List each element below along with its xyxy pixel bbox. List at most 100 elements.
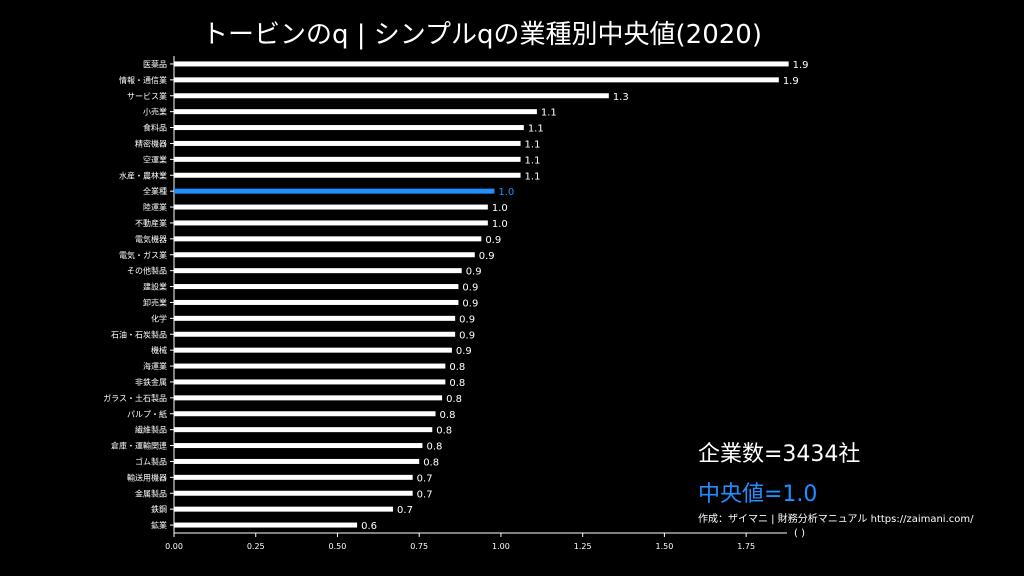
category-label: 空運業	[143, 154, 167, 164]
bar	[174, 411, 436, 417]
x-tick-label: 1.50	[655, 542, 673, 551]
source-credit-sub: ( )	[794, 528, 805, 539]
bar	[174, 109, 537, 115]
bar	[174, 458, 420, 464]
bar-value-label: 1.1	[525, 171, 541, 182]
category-label: 不動産業	[135, 218, 167, 228]
bar	[174, 236, 482, 242]
bar	[174, 299, 459, 305]
bar-value-label: 1.1	[541, 108, 557, 119]
category-label: 輸送用機器	[127, 472, 167, 482]
bar	[174, 220, 488, 226]
category-label: 倉庫・運輸関連	[111, 441, 167, 451]
category-label: 機械	[151, 345, 167, 355]
bar-value-label: 0.8	[446, 394, 462, 405]
bar-value-label: 0.9	[456, 346, 472, 357]
summary-panel: 企業数=3434社 中央値=1.0	[698, 436, 860, 508]
category-label: 非鉄金属	[135, 377, 167, 387]
category-label: パルプ・紙	[127, 409, 167, 419]
chart-title: トービンのq | シンプルqの業種別中央値(2020)	[202, 20, 762, 50]
x-tick-label: 0.75	[410, 542, 428, 551]
bar-value-label: 0.9	[459, 330, 475, 341]
category-label: 電気機器	[135, 234, 167, 244]
bar	[174, 156, 521, 162]
x-tick-label: 1.25	[574, 542, 592, 551]
bar-value-label: 0.8	[423, 457, 439, 468]
x-tick-label: 0.00	[165, 542, 183, 551]
bar-value-label: 1.3	[613, 92, 629, 103]
bar-value-label: 0.8	[436, 426, 452, 437]
category-label: サービス業	[127, 91, 167, 101]
bar	[174, 140, 521, 146]
category-label: 建設業	[143, 282, 167, 292]
bar	[174, 506, 394, 512]
bar-value-label: 0.7	[417, 473, 433, 484]
category-label: 陸運業	[143, 202, 167, 212]
bar-value-label: 1.1	[525, 139, 541, 150]
bar	[174, 268, 462, 274]
bar-value-label: 0.9	[459, 314, 475, 325]
bar	[174, 77, 779, 83]
bar	[174, 204, 488, 210]
bar-value-label: 0.7	[397, 505, 413, 516]
bar	[174, 522, 358, 528]
bar	[174, 427, 433, 433]
bar-value-label: 1.0	[492, 203, 508, 214]
bar	[174, 125, 524, 131]
category-label: ガラス・土石製品	[103, 393, 167, 403]
bar	[174, 443, 423, 449]
category-label: 情報・通信業	[119, 75, 167, 85]
category-label: 食料品	[143, 123, 167, 133]
median-value: 中央値=1.0	[698, 482, 818, 507]
x-tick-label: 0.50	[329, 542, 347, 551]
bar-value-label: 1.1	[528, 124, 544, 135]
bar-value-label: 0.9	[462, 283, 478, 294]
bar-value-label: 0.9	[466, 267, 482, 278]
category-label: その他製品	[127, 266, 167, 276]
category-label: 繊維製品	[135, 425, 167, 435]
category-label: 水産・農林業	[119, 170, 167, 180]
x-tick-label: 1.75	[737, 542, 755, 551]
bar	[174, 252, 475, 258]
category-label: 海運業	[143, 361, 167, 371]
category-label: 化学	[151, 313, 167, 323]
category-label: 全業種	[143, 186, 167, 196]
x-tick-label: 1.00	[492, 542, 510, 551]
bar-value-label: 0.8	[449, 378, 465, 389]
bar	[174, 93, 609, 99]
bar-value-label: 0.8	[449, 362, 465, 373]
bar	[174, 490, 413, 496]
bar	[174, 284, 459, 290]
bar-value-label: 0.8	[426, 442, 442, 453]
bar-value-label: 1.1	[525, 155, 541, 166]
bar	[174, 347, 452, 353]
category-label: 精密機器	[135, 138, 167, 148]
category-label: 鉱業	[151, 520, 167, 530]
bar	[174, 474, 413, 480]
category-label: 卸売業	[143, 297, 167, 307]
bar-value-label: 0.6	[361, 521, 377, 532]
category-label: 電気・ガス業	[119, 250, 167, 260]
bar	[174, 395, 443, 401]
bar-value-label: 0.7	[417, 489, 433, 500]
bar	[174, 315, 456, 321]
bar	[174, 188, 495, 194]
bar-value-label: 0.9	[485, 235, 501, 246]
bar-value-label: 0.9	[479, 251, 495, 262]
x-tick-label: 0.25	[247, 542, 265, 551]
category-label: 鉄鋼	[151, 504, 167, 514]
category-label: 医薬品	[143, 59, 167, 69]
bar-value-label: 1.0	[492, 219, 508, 230]
category-label: 金属製品	[135, 488, 167, 498]
bar-value-label: 1.9	[793, 60, 809, 71]
company-count: 企業数=3434社	[698, 442, 861, 467]
category-label: 小売業	[143, 107, 167, 117]
bar	[174, 61, 789, 67]
bar	[174, 363, 446, 369]
bar-value-label: 1.9	[783, 76, 799, 87]
bar	[174, 331, 456, 337]
category-label: ゴム製品	[135, 456, 167, 466]
category-label: 石油・石炭製品	[111, 329, 167, 339]
bar-value-label: 0.8	[440, 410, 456, 421]
